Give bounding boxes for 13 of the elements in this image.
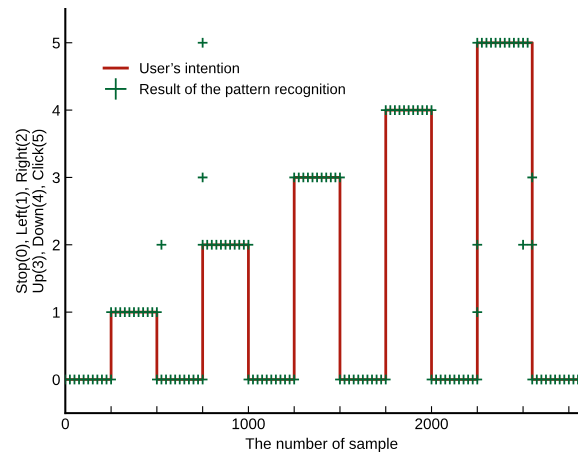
legend-label: User’s intention (140, 62, 239, 74)
x-tick-label: 1000 (232, 418, 265, 430)
y-tick-label: 1 (53, 307, 60, 318)
y-tick-label: 3 (52, 172, 60, 184)
y-tick-label: 4 (52, 105, 60, 116)
y-axis-title: Stop(0), Left(1), Right(2) Up(3), Down(4), Click(5) (16, 129, 46, 294)
y-tick-label: 5 (52, 38, 60, 48)
x-axis-title: The number of sample (246, 438, 398, 452)
y-tick-label: 0 (52, 374, 60, 386)
x-tick-label: 2000 (415, 418, 448, 430)
legend-label: Result of the pattern recognition (140, 83, 345, 98)
x-tick-label: 0 (62, 418, 69, 430)
y-tick-label: 2 (52, 240, 60, 250)
